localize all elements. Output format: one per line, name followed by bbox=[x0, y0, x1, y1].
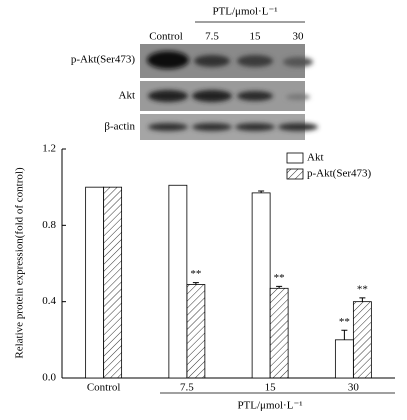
significance-label: ** bbox=[357, 283, 368, 295]
error-bar bbox=[258, 190, 265, 193]
legend-label: Akt bbox=[307, 152, 324, 164]
blot-row-label: p-Akt(Ser473) bbox=[71, 54, 135, 66]
significance-label: ** bbox=[274, 272, 285, 284]
blot-row-label: Akt bbox=[119, 90, 136, 102]
x-axis-title: PTL/μmol·L⁻¹ bbox=[237, 400, 302, 412]
blot-column: Control bbox=[149, 31, 183, 43]
bar bbox=[85, 186, 105, 379]
error-bar bbox=[276, 285, 283, 289]
legend-label: p-Akt(Ser473) bbox=[307, 168, 371, 180]
blot-column: 30 bbox=[293, 31, 305, 43]
bar bbox=[103, 186, 123, 379]
blot-row-label: β-actin bbox=[104, 121, 135, 133]
y-tick-label: 0.4 bbox=[42, 295, 56, 307]
significance-label: ** bbox=[339, 316, 350, 328]
bar bbox=[168, 184, 188, 379]
blot-column: 7.5 bbox=[205, 31, 219, 43]
y-tick-label: 0.0 bbox=[42, 372, 56, 384]
error-bar bbox=[341, 329, 348, 340]
x-tick-label: 7.5 bbox=[180, 382, 194, 394]
bar bbox=[251, 192, 271, 379]
bar bbox=[352, 301, 372, 379]
x-tick-label: Control bbox=[87, 382, 121, 394]
blot-group-label: PTL/μmol·L⁻¹ bbox=[212, 6, 277, 18]
blot-bands bbox=[147, 51, 318, 131]
legend-swatch bbox=[286, 168, 304, 180]
bar bbox=[269, 287, 289, 379]
blot-column: 15 bbox=[250, 31, 262, 43]
bar bbox=[186, 284, 206, 379]
bar bbox=[334, 339, 354, 379]
error-bar bbox=[192, 282, 199, 285]
y-axis-title: Relative protein expression(fold of cont… bbox=[14, 167, 26, 359]
y-tick-label: 1.2 bbox=[42, 143, 56, 155]
error-bar bbox=[359, 297, 366, 302]
x-tick-label: 15 bbox=[265, 382, 277, 394]
y-tick-label: 0.8 bbox=[42, 219, 56, 231]
blot-panel: PTL/μmol·L⁻¹ Control 7.5 15 30 p-Akt(Ser… bbox=[71, 6, 318, 140]
x-tick-label: 30 bbox=[348, 382, 360, 394]
significance-label: ** bbox=[190, 268, 201, 280]
legend-swatch bbox=[286, 152, 304, 164]
